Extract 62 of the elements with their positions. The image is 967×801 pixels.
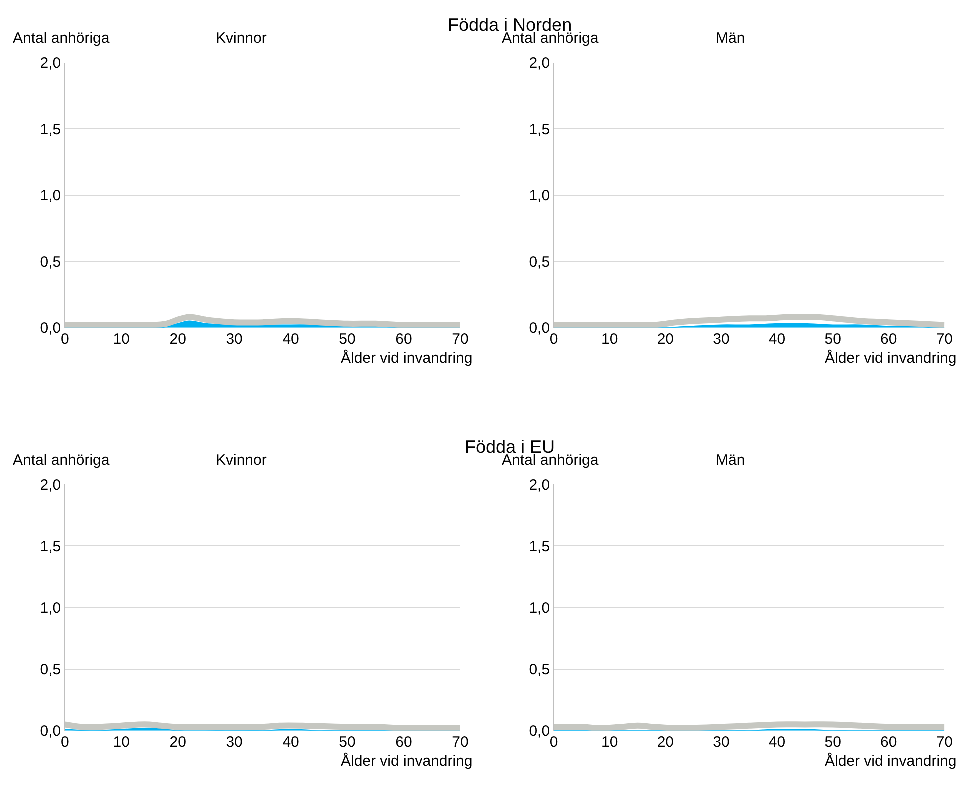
x-tick-label: 40 <box>768 734 786 751</box>
x-tick-label: 20 <box>657 734 674 751</box>
x-tick-label: 40 <box>768 330 786 348</box>
y-tick-label: 1,5 <box>529 121 550 138</box>
x-tick-label: 60 <box>396 330 412 348</box>
x-tick-label: 0 <box>60 330 70 348</box>
y-tick-label: 1,5 <box>40 538 62 556</box>
y-tick-label: 0,5 <box>40 254 62 271</box>
x-tick-label: 10 <box>113 330 130 348</box>
chart-subtitle: Män <box>716 30 746 47</box>
x-tick-label: 0 <box>60 734 70 751</box>
x-tick-label: 50 <box>339 330 356 348</box>
y-tick-label: 0,5 <box>529 662 550 679</box>
x-axis-title: Ålder vid invandring <box>825 349 957 367</box>
y-tick-label: 1,5 <box>40 121 62 138</box>
x-axis-title: Ålder vid invandring <box>341 752 473 770</box>
x-axis-title: Ålder vid invandring <box>825 752 957 770</box>
y-tick-label: 0,5 <box>529 254 550 271</box>
x-tick-label: 60 <box>880 330 898 348</box>
x-tick-label: 0 <box>550 734 558 751</box>
y-tick-label: 2,0 <box>40 55 62 72</box>
x-tick-label: 40 <box>282 330 300 348</box>
x-tick-label: 50 <box>339 734 356 751</box>
x-tick-label: 40 <box>282 734 300 751</box>
y-axis-title: Antal anhöriga <box>13 30 110 47</box>
y-axis-title: Antal anhöriga <box>13 452 110 469</box>
chart-subtitle: Kvinnor <box>216 452 267 469</box>
chart-subtitle: Män <box>716 452 746 469</box>
x-tick-label: 50 <box>824 330 842 348</box>
y-tick-label: 2,0 <box>40 476 62 494</box>
x-tick-label: 50 <box>824 734 842 751</box>
y-tick-label: 0,0 <box>40 723 62 740</box>
y-tick-label: 1,0 <box>40 188 62 205</box>
x-tick-label: 30 <box>226 734 243 751</box>
x-axis-title: Ålder vid invandring <box>341 349 473 367</box>
x-tick-label: 60 <box>880 734 898 751</box>
x-tick-label: 70 <box>936 330 954 348</box>
x-tick-label: 10 <box>602 734 618 751</box>
y-tick-label: 1,0 <box>529 600 550 618</box>
y-tick-label: 0,0 <box>529 320 550 338</box>
x-tick-label: 20 <box>170 330 186 348</box>
x-tick-label: 70 <box>452 734 469 751</box>
chart-subtitle: Kvinnor <box>216 30 267 47</box>
x-tick-label: 30 <box>226 330 243 348</box>
y-tick-label: 0,5 <box>40 662 62 679</box>
x-tick-label: 20 <box>170 734 186 751</box>
y-tick-label: 2,0 <box>529 55 550 72</box>
x-tick-label: 10 <box>113 734 130 751</box>
y-tick-label: 1,5 <box>529 538 550 556</box>
x-tick-label: 30 <box>713 734 730 751</box>
x-tick-label: 60 <box>396 734 412 751</box>
x-tick-label: 20 <box>657 330 674 348</box>
y-tick-label: 2,0 <box>529 476 550 494</box>
x-tick-label: 70 <box>936 734 954 751</box>
x-tick-label: 70 <box>452 330 469 348</box>
x-tick-label: 10 <box>602 330 618 348</box>
y-tick-label: 1,0 <box>40 600 62 618</box>
x-tick-label: 30 <box>713 330 730 348</box>
x-tick-label: 0 <box>550 330 558 348</box>
y-tick-label: 1,0 <box>529 188 550 205</box>
y-tick-label: 0,0 <box>40 320 62 338</box>
y-tick-label: 0,0 <box>529 723 550 740</box>
